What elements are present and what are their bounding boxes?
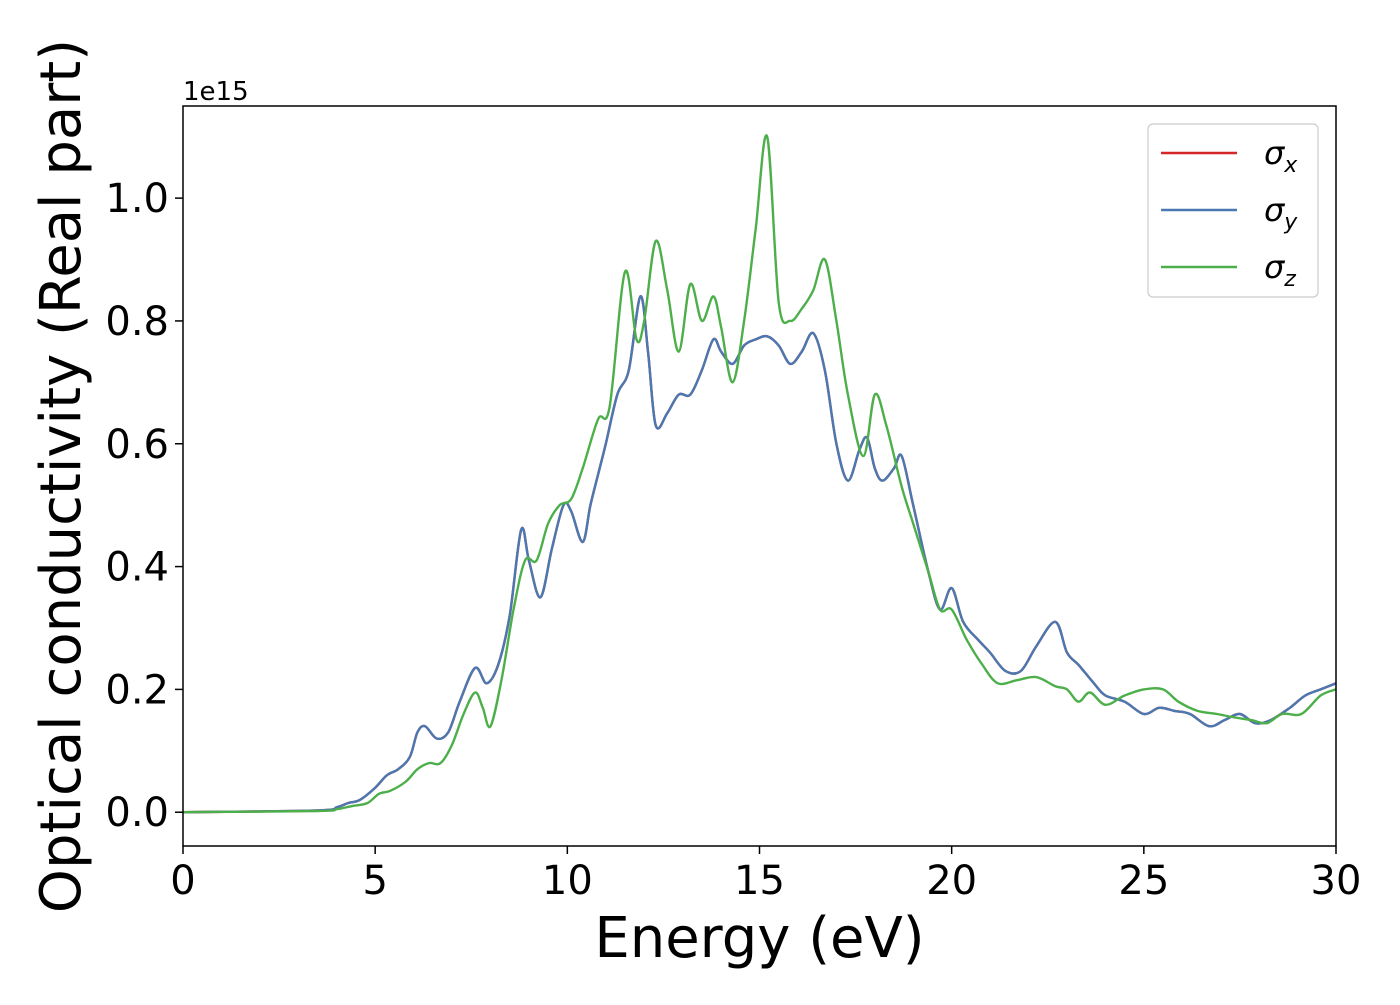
x-tick-label: 30 [1311,858,1362,904]
x-tick-label: 25 [1118,858,1169,904]
x-axis: 0 5 10 15 20 25 30 [170,846,1361,904]
plot-area [183,134,1336,814]
x-tick-label: 5 [362,858,387,904]
y-tick-label: 0.6 [105,422,169,468]
legend-label-x: σx [1264,134,1298,178]
x-axis-title: Energy (eV) [594,906,924,971]
series-line-y [183,295,1336,814]
y-tick-label: 0.4 [105,545,169,591]
y-tick-label: 1.0 [105,176,169,222]
y-axis-title: Optical conductivity (Real part) [29,39,94,913]
y-offset-label: 1e15 [183,77,249,107]
series-line-z [183,134,1336,814]
y-tick-label: 0.2 [105,667,169,713]
legend: σx σy σz [1147,123,1319,298]
y-tick-label: 0.0 [105,790,169,836]
x-tick-label: 0 [170,858,195,904]
x-tick-label: 20 [926,858,977,904]
legend-label-y: σy [1264,191,1298,235]
legend-label-z: σz [1264,248,1296,292]
x-tick-label: 15 [734,858,785,904]
x-tick-label: 10 [542,858,593,904]
y-axis: 0.0 0.2 0.4 0.6 0.8 1.0 [105,176,183,836]
series-line-x [183,295,1336,814]
y-tick-label: 0.8 [105,299,169,345]
